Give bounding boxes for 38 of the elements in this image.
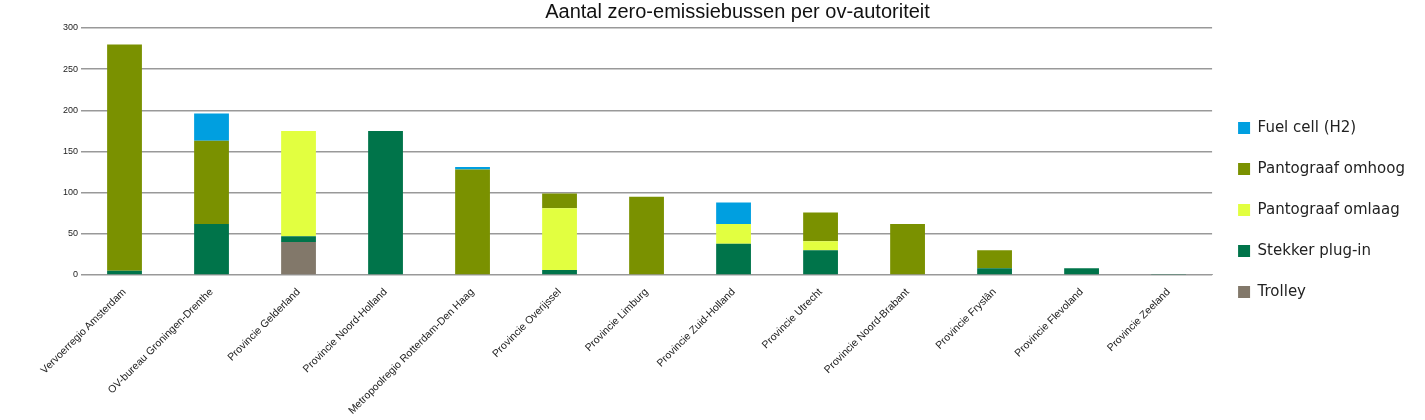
legend-label: Stekker plug-in — [1257, 240, 1372, 259]
legend-label: Trolley — [1256, 281, 1307, 300]
bar — [890, 223, 925, 275]
bar — [455, 169, 490, 275]
bar — [803, 212, 838, 242]
y-tick-label: 200 — [62, 104, 79, 115]
bar — [455, 167, 490, 170]
bar — [716, 223, 751, 244]
legend-label: Pantograaf omlaag — [1257, 199, 1400, 218]
bar — [107, 44, 142, 271]
bar — [281, 236, 316, 243]
bar — [977, 250, 1012, 269]
y-tick-label: 150 — [62, 145, 79, 156]
legend-label: Fuel cell (H2) — [1257, 117, 1357, 136]
bar — [716, 243, 751, 275]
y-tick-label: 250 — [62, 63, 79, 74]
legend-label: Pantograaf omhoog — [1257, 158, 1405, 177]
bar — [194, 113, 229, 141]
bar — [803, 250, 838, 275]
bar — [107, 270, 142, 275]
bar — [542, 208, 577, 270]
bar — [194, 140, 229, 224]
y-tick-label: 300 — [62, 22, 79, 33]
bar — [1064, 268, 1099, 275]
bar — [803, 241, 838, 251]
y-tick-label: 50 — [68, 228, 79, 239]
chart-title: Aantal zero-emissiebussen per ov-autoriteit — [545, 0, 931, 22]
bar — [542, 193, 577, 209]
bar — [716, 202, 751, 224]
y-tick-label: 100 — [62, 187, 79, 198]
bar — [977, 268, 1012, 275]
bar — [542, 270, 577, 275]
bar — [281, 242, 316, 275]
bar — [281, 130, 316, 237]
bar — [194, 223, 229, 275]
y-tick-label: 0 — [73, 269, 79, 280]
bar — [368, 130, 403, 275]
bar — [629, 196, 664, 275]
